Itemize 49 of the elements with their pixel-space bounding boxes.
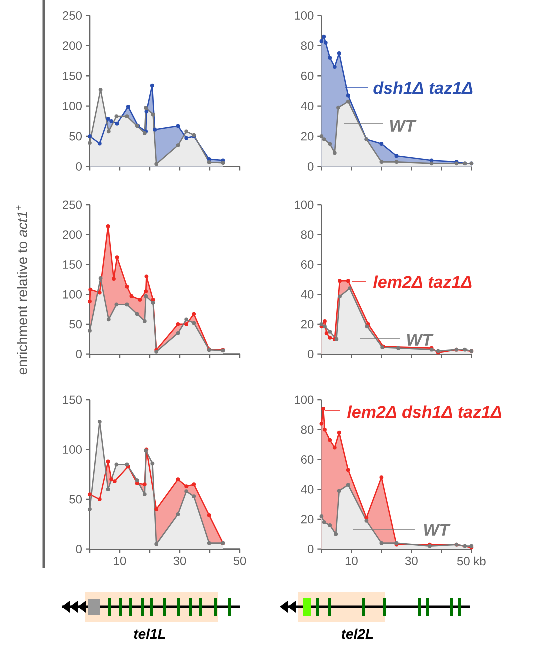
y-tick-label: 0 (76, 545, 82, 554)
legend-label: WT (407, 334, 434, 346)
y-tick-label: 150 (63, 72, 82, 80)
x-tick-label: 10 (114, 556, 126, 566)
text: tel2L (342, 628, 374, 640)
y-tick-label: 250 (63, 11, 82, 20)
y-tick-label: 50 (70, 495, 82, 504)
x-tick-label: 10 (346, 556, 358, 566)
y-tick-label: 50 (70, 320, 82, 329)
legend-label: dsh1Δ taz1Δ (374, 82, 473, 94)
y-tick-label: 100 (295, 396, 314, 404)
y-tick-label: 0 (308, 350, 314, 359)
y-tick-label: 100 (295, 11, 314, 20)
y-tick-label: 40 (301, 290, 314, 299)
x-tick-label: 50 (234, 556, 246, 566)
y-tick-label: 60 (301, 260, 314, 269)
y-tick-label: 0 (308, 162, 314, 171)
y-axis-title: enrichment relative to act1$^{+}$ (16, 206, 28, 375)
y-tick-label: 60 (301, 455, 314, 464)
y-tick-label: 80 (301, 230, 314, 240)
y-tick-label: 100 (63, 290, 82, 299)
y-tick-label: 50 (70, 132, 82, 141)
legend-label: WT (390, 120, 417, 132)
y-tick-label: 0 (76, 350, 82, 359)
y-tick-label: 20 (301, 515, 314, 524)
legend-label: lem2Δ taz1Δ (373, 276, 472, 288)
y-tick-label: 150 (63, 260, 82, 269)
x-tick-label: 50 kb (457, 556, 486, 566)
y-tick-label: 200 (63, 42, 82, 50)
y-tick-label: 100 (63, 102, 82, 111)
y-tick-label: 40 (301, 102, 314, 111)
y-tick-label: 0 (308, 545, 314, 554)
y-tick-label: 150 (63, 396, 82, 404)
y-tick-label: 40 (301, 485, 314, 494)
y-tick-label: 20 (301, 132, 314, 141)
text: tel1L (134, 628, 166, 640)
y-tick-label: 100 (295, 200, 314, 210)
y-tick-label: 0 (76, 162, 82, 171)
y-tick-label: 60 (301, 72, 314, 80)
y-tick-label: 20 (301, 320, 314, 329)
y-tick-label: 250 (63, 200, 82, 210)
y-tick-label: 80 (301, 426, 314, 434)
y-tick-label: 100 (63, 446, 82, 454)
y-tick-label: 200 (63, 230, 82, 240)
x-tick-label: 30 (174, 556, 186, 566)
legend-label: WT (424, 524, 451, 536)
y-tick-label: 80 (301, 42, 314, 50)
legend-label: lem2Δ dsh1Δ taz1Δ (347, 406, 502, 418)
x-tick-label: 30 (405, 556, 418, 566)
